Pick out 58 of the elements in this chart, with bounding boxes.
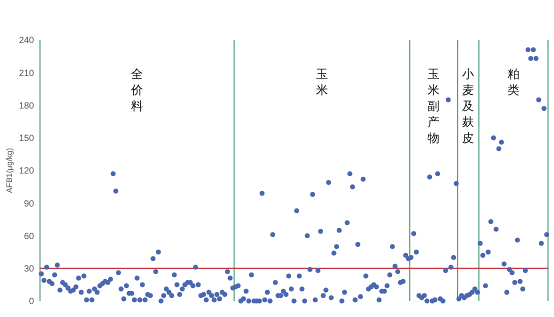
annotation: 玉米副产物 <box>428 67 440 145</box>
point <box>448 264 454 270</box>
point <box>496 146 502 152</box>
annotation: 玉米 <box>316 67 328 97</box>
y-tick-label: 180 <box>18 100 34 110</box>
y-axis-title: AFB1(μg/kg) <box>5 148 14 194</box>
point <box>514 238 520 243</box>
point <box>480 252 486 258</box>
point <box>494 226 499 232</box>
y-tick-label: 150 <box>18 133 34 144</box>
point <box>482 283 488 288</box>
point <box>472 286 478 292</box>
point <box>522 268 528 274</box>
point <box>432 297 438 302</box>
point <box>456 296 462 302</box>
y-tick-label: 210 <box>18 68 34 78</box>
point <box>506 266 512 272</box>
point <box>427 174 432 180</box>
point <box>528 56 534 61</box>
point <box>454 181 459 186</box>
point <box>435 171 440 176</box>
point <box>424 298 430 304</box>
point <box>408 255 414 260</box>
point <box>498 140 504 145</box>
point <box>502 262 507 267</box>
point <box>510 270 515 276</box>
annotation: 粕类 <box>507 67 520 97</box>
annotation: 全价料 <box>130 67 144 113</box>
y-tick-label: 120 <box>18 166 34 176</box>
point <box>414 250 419 255</box>
y-tick-label: 240 <box>18 35 34 46</box>
point <box>526 47 531 52</box>
point <box>542 106 547 112</box>
point <box>451 255 456 260</box>
point <box>422 293 427 298</box>
point <box>486 250 491 255</box>
point <box>518 278 523 284</box>
y-tick-label: 0 <box>28 296 34 306</box>
point <box>544 232 550 238</box>
point <box>440 298 446 304</box>
point <box>475 290 480 295</box>
point <box>530 47 536 52</box>
y-tick-label: 60 <box>24 230 34 241</box>
point <box>512 280 518 286</box>
point <box>504 290 510 295</box>
point <box>520 286 526 292</box>
point <box>536 97 542 102</box>
annotation: 小麦及麸皮 <box>462 67 474 145</box>
y-tick-label: 90 <box>24 198 34 208</box>
point <box>411 231 416 236</box>
point <box>443 268 448 274</box>
point <box>490 135 496 140</box>
point <box>534 56 539 61</box>
point <box>488 219 494 224</box>
point <box>446 97 451 102</box>
point <box>538 240 544 246</box>
point <box>478 240 483 246</box>
y-tick-label: 30 <box>24 264 34 274</box>
